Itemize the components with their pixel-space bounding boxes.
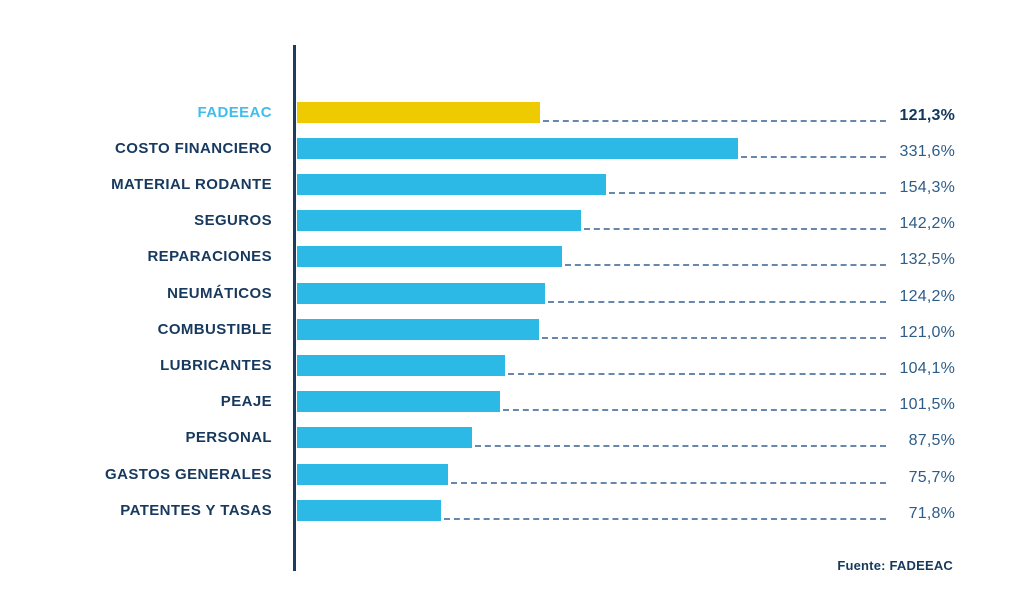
- leader-line: [608, 191, 886, 194]
- leader-line: [503, 409, 886, 412]
- bar: [297, 282, 546, 304]
- leader-line: [584, 228, 886, 231]
- bar: [297, 101, 540, 123]
- category-label: MATERIAL RODANTE: [111, 175, 272, 193]
- value-label: 121,0%: [899, 323, 955, 341]
- bar-row: LUBRICANTES 104,1%: [0, 354, 1024, 377]
- leader-line: [508, 372, 886, 375]
- leader-line: [548, 300, 886, 303]
- bar: [297, 463, 449, 485]
- bar-row: COMBUSTIBLE 121,0%: [0, 318, 1024, 341]
- category-label: REPARACIONES: [147, 248, 272, 266]
- value-label: 124,2%: [899, 287, 955, 305]
- value-label: 154,3%: [899, 178, 955, 196]
- value-label: 75,7%: [908, 468, 955, 486]
- axis-line: [293, 45, 296, 571]
- bar: [297, 427, 472, 449]
- source-caption: Fuente: FADEEAC: [837, 558, 953, 573]
- value-label: 87,5%: [908, 432, 955, 450]
- category-label: SEGUROS: [194, 212, 272, 230]
- bar: [297, 391, 500, 413]
- bar-row: NEUMÁTICOS 124,2%: [0, 282, 1024, 305]
- bar-row: REPARACIONES 132,5%: [0, 246, 1024, 269]
- category-label: PEAJE: [220, 393, 272, 411]
- category-label: GASTOS GENERALES: [105, 465, 272, 483]
- bar: [297, 318, 539, 340]
- bar: [297, 137, 738, 159]
- leader-line: [451, 481, 886, 484]
- value-label: 104,1%: [899, 359, 955, 377]
- bar-row: PERSONAL 87,5%: [0, 427, 1024, 450]
- bar: [297, 354, 506, 376]
- leader-line: [565, 264, 886, 267]
- bar-row: SEGUROS 142,2%: [0, 210, 1024, 233]
- bar-row: GASTOS GENERALES 75,7%: [0, 463, 1024, 486]
- bar: [297, 246, 562, 268]
- category-label: PATENTES Y TASAS: [120, 501, 272, 519]
- category-label: PERSONAL: [185, 429, 272, 447]
- bar: [297, 210, 582, 232]
- value-label: 142,2%: [899, 215, 955, 233]
- bar: [297, 173, 606, 195]
- bar-row: MATERIAL RODANTE 154,3%: [0, 173, 1024, 196]
- category-label: COMBUSTIBLE: [157, 320, 272, 338]
- category-label: FADEEAC: [197, 103, 272, 121]
- bar-row: PEAJE 101,5%: [0, 391, 1024, 414]
- value-label: 71,8%: [908, 504, 955, 522]
- bar-row: PATENTES Y TASAS 71,8%: [0, 499, 1024, 522]
- leader-line: [542, 336, 886, 339]
- category-label: LUBRICANTES: [160, 356, 272, 374]
- leader-line: [475, 445, 886, 448]
- leader-line: [443, 517, 886, 520]
- leader-line: [542, 119, 886, 122]
- value-label: 101,5%: [899, 396, 955, 414]
- bar: [297, 499, 441, 521]
- category-label: NEUMÁTICOS: [167, 284, 272, 302]
- value-label: 132,5%: [899, 251, 955, 269]
- bar-row: COSTO FINANCIERO 331,6%: [0, 137, 1024, 160]
- category-label: COSTO FINANCIERO: [115, 139, 272, 157]
- value-label: 121,3%: [899, 106, 955, 124]
- bar-row: FADEEAC 121,3%: [0, 101, 1024, 124]
- leader-line: [741, 155, 886, 158]
- value-label: 331,6%: [899, 142, 955, 160]
